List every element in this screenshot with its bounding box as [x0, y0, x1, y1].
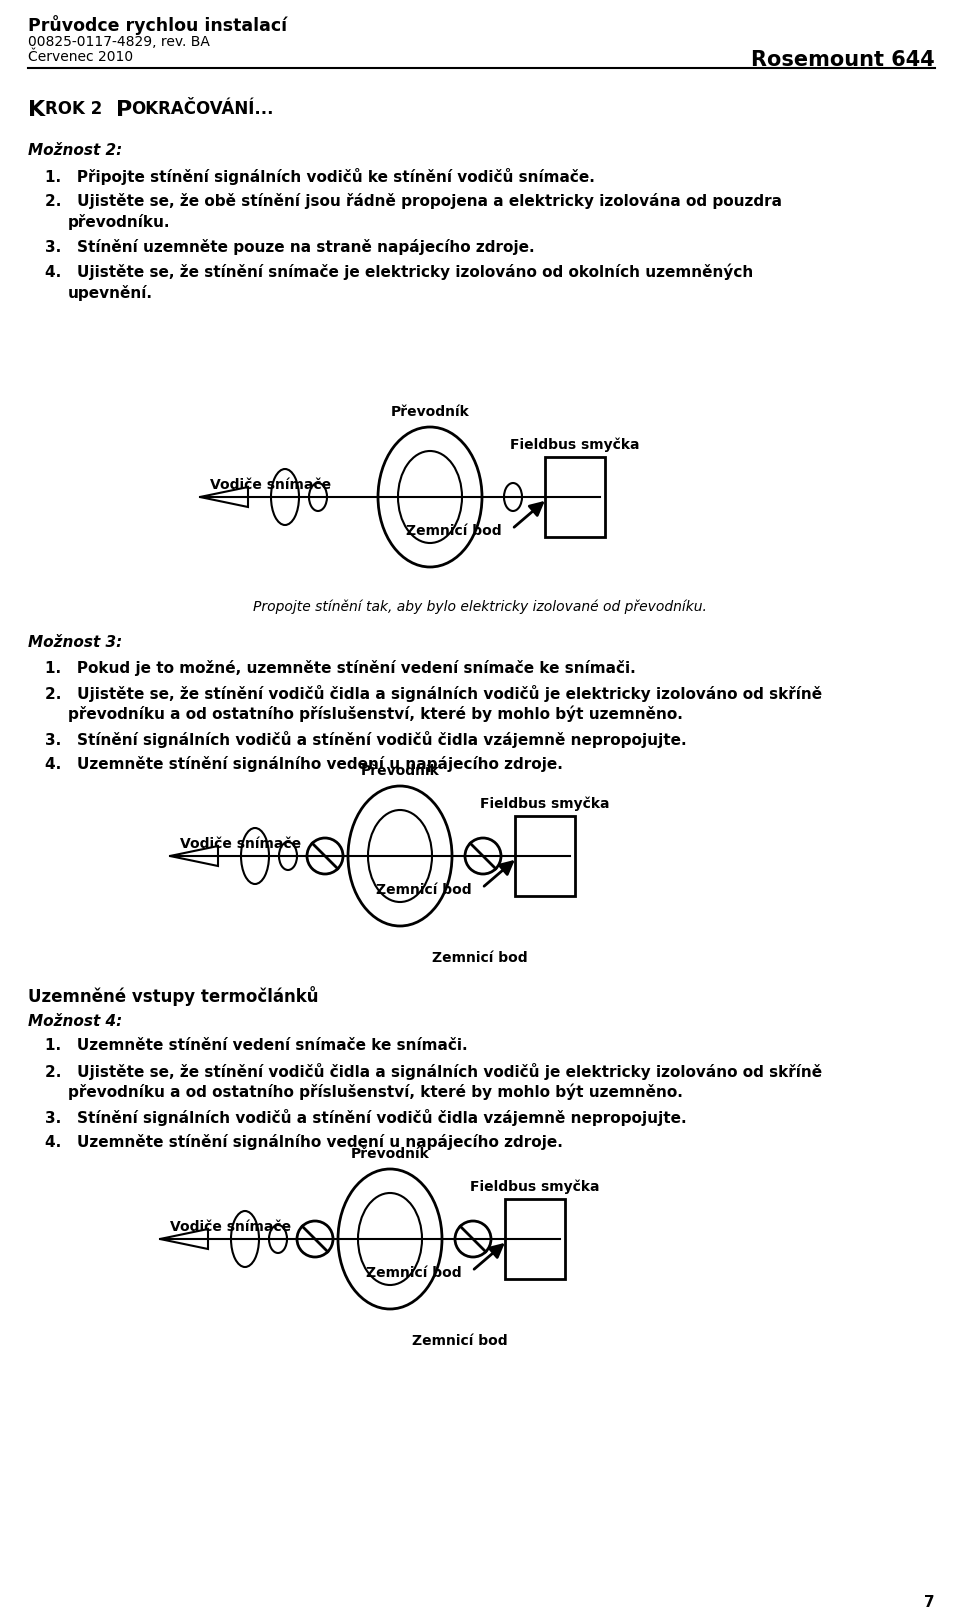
Bar [505, 1199, 565, 1279]
Bar [515, 817, 575, 896]
Circle shape [297, 1221, 333, 1257]
Text: 1.   Uzemněte stínění vedení snímače ke snímači.: 1. Uzemněte stínění vedení snímače ke sn… [45, 1037, 468, 1054]
Ellipse shape [269, 1224, 287, 1253]
Text: Možnost 4:: Možnost 4: [28, 1013, 122, 1029]
Text: 4.   Uzemněte stínění signálního vedení u napájecího zdroje.: 4. Uzemněte stínění signálního vedení u … [45, 1134, 563, 1150]
Text: převodníku a od ostatního příslušenství, které by mohlo být uzemněno.: převodníku a od ostatního příslušenství,… [68, 1084, 683, 1100]
Text: 2.   Ujistěte se, že stínění vodičů čidla a signálních vodičů je elektricky izol: 2. Ujistěte se, že stínění vodičů čidla … [45, 1063, 822, 1079]
Ellipse shape [464, 1224, 482, 1253]
Text: 4.   Ujistěte se, že stínění snímače je elektricky izolováno od okolních uzemněn: 4. Ujistěte se, že stínění snímače je el… [45, 264, 754, 280]
Ellipse shape [241, 828, 269, 884]
Text: OKRAČOVÁNÍ...: OKRAČOVÁNÍ... [131, 100, 274, 118]
Polygon shape [200, 487, 248, 507]
Ellipse shape [368, 810, 432, 902]
Text: ROK 2: ROK 2 [45, 100, 108, 118]
Text: Vodiče snímače: Vodiče snímače [170, 1220, 291, 1234]
Text: Rosemount 644: Rosemount 644 [752, 50, 935, 69]
Circle shape [307, 838, 343, 875]
Text: 3.   Stínění signálních vodičů a stínění vodičů čidla vzájemně nepropojujte.: 3. Stínění signálních vodičů a stínění v… [45, 731, 686, 748]
Text: 4.   Uzemněte stínění signálního vedení u napájecího zdroje.: 4. Uzemněte stínění signálního vedení u … [45, 756, 563, 772]
Text: 3.   Stínění uzemněte pouze na straně napájecího zdroje.: 3. Stínění uzemněte pouze na straně napá… [45, 238, 535, 255]
Text: 1.   Pokud je to možné, uzemněte stínění vedení snímače ke snímači.: 1. Pokud je to možné, uzemněte stínění v… [45, 661, 636, 677]
Ellipse shape [279, 843, 297, 870]
Text: Propojte stínění tak, aby bylo elektricky izolované od převodníku.: Propojte stínění tak, aby bylo elektrick… [253, 599, 707, 614]
Ellipse shape [271, 469, 299, 525]
Text: Uzemněné vstupy termočlánků: Uzemněné vstupy termočlánků [28, 986, 319, 1005]
Text: Fieldbus smyčka: Fieldbus smyčka [470, 1179, 600, 1194]
Text: Převodník: Převodník [361, 764, 440, 778]
Ellipse shape [378, 427, 482, 567]
Text: převodníku.: převodníku. [68, 214, 171, 230]
Circle shape [465, 838, 501, 875]
Ellipse shape [358, 1194, 422, 1286]
Circle shape [455, 1221, 491, 1257]
Text: Zemnicí bod: Zemnicí bod [432, 950, 528, 965]
Text: Zemnicí bod: Zemnicí bod [376, 883, 472, 897]
Text: Možnost 2:: Možnost 2: [28, 143, 122, 158]
Text: Převodník: Převodník [350, 1147, 429, 1162]
Text: Vodiče snímače: Vodiče snímače [180, 838, 301, 851]
Text: Fieldbus smyčka: Fieldbus smyčka [480, 796, 610, 810]
Text: 7: 7 [924, 1595, 935, 1609]
Text: 00825-0117-4829, rev. BA: 00825-0117-4829, rev. BA [28, 35, 210, 48]
Ellipse shape [338, 1170, 442, 1310]
Polygon shape [170, 846, 218, 867]
Text: Fieldbus smyčka: Fieldbus smyčka [511, 438, 639, 453]
Text: Možnost 3:: Možnost 3: [28, 635, 122, 649]
Text: upevnění.: upevnění. [68, 285, 153, 301]
Ellipse shape [348, 786, 452, 926]
Text: Zemnicí bod: Zemnicí bod [412, 1334, 508, 1348]
Text: 2.   Ujistěte se, že obě stínění jsou řádně propojena a elektricky izolována od : 2. Ujistěte se, že obě stínění jsou řádn… [45, 193, 782, 209]
Text: Vodiče snímače: Vodiče snímače [210, 478, 331, 491]
Text: Červenec 2010: Červenec 2010 [28, 50, 133, 64]
Text: 3.   Stínění signálních vodičů a stínění vodičů čidla vzájemně nepropojujte.: 3. Stínění signálních vodičů a stínění v… [45, 1108, 686, 1126]
Ellipse shape [474, 843, 492, 870]
Text: Převodník: Převodník [391, 404, 469, 419]
Bar [545, 458, 605, 536]
Text: Průvodce rychlou instalací: Průvodce rychlou instalací [28, 14, 287, 35]
Polygon shape [160, 1229, 208, 1249]
Ellipse shape [309, 483, 327, 511]
Ellipse shape [231, 1211, 259, 1266]
Ellipse shape [504, 483, 522, 511]
Text: 1.   Připojte stínění signálních vodičů ke stínění vodičů snímače.: 1. Připojte stínění signálních vodičů ke… [45, 168, 595, 185]
Text: K: K [28, 100, 45, 119]
Text: P: P [116, 100, 132, 119]
Ellipse shape [398, 451, 462, 543]
Text: Zemnicí bod: Zemnicí bod [406, 524, 502, 538]
Text: 2.   Ujistěte se, že stínění vodičů čidla a signálních vodičů je elektricky izol: 2. Ujistěte se, že stínění vodičů čidla … [45, 685, 822, 702]
Text: Zemnicí bod: Zemnicí bod [367, 1266, 462, 1281]
Text: převodníku a od ostatního příslušenství, které by mohlo být uzemněno.: převodníku a od ostatního příslušenství,… [68, 706, 683, 722]
